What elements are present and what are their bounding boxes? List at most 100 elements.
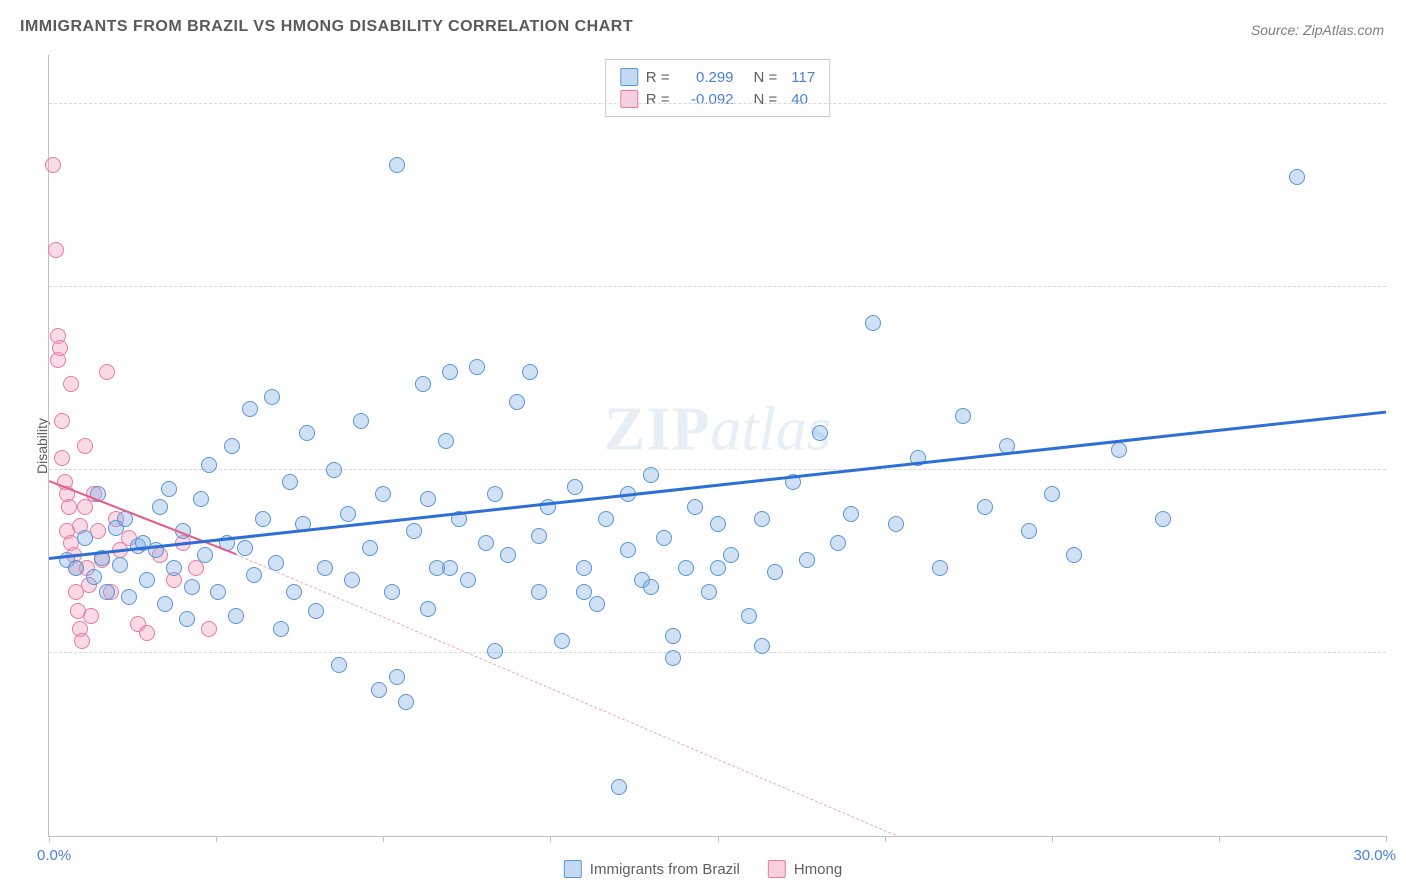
scatter-point	[812, 425, 828, 441]
scatter-point	[678, 560, 694, 576]
scatter-point	[286, 584, 302, 600]
scatter-point	[1021, 523, 1037, 539]
scatter-point	[201, 457, 217, 473]
scatter-point	[197, 547, 213, 563]
scatter-point	[460, 572, 476, 588]
x-origin-label: 0.0%	[37, 847, 71, 864]
scatter-point	[237, 540, 253, 556]
scatter-point	[723, 547, 739, 563]
scatter-point	[576, 584, 592, 600]
scatter-point	[701, 584, 717, 600]
scatter-point	[242, 401, 258, 417]
scatter-point	[282, 474, 298, 490]
scatter-point	[161, 481, 177, 497]
scatter-point	[246, 567, 262, 583]
scatter-point	[478, 535, 494, 551]
x-tick	[718, 836, 719, 842]
scatter-point	[389, 669, 405, 685]
legend-item-pink: Hmong	[768, 860, 842, 878]
scatter-point	[1155, 511, 1171, 527]
scatter-point	[353, 413, 369, 429]
scatter-point	[469, 359, 485, 375]
swatch-pink	[620, 90, 638, 108]
scatter-point	[121, 589, 137, 605]
chart-area: ZIPatlas R = 0.299 N = 117 R = -0.092 N …	[48, 55, 1386, 837]
scatter-point	[710, 516, 726, 532]
scatter-point	[384, 584, 400, 600]
scatter-point	[643, 467, 659, 483]
scatter-point	[522, 364, 538, 380]
scatter-point	[201, 621, 217, 637]
watermark-zip: ZIP	[604, 395, 710, 463]
legend-swatch-pink	[768, 860, 786, 878]
x-tick	[383, 836, 384, 842]
scatter-point	[531, 528, 547, 544]
scatter-point	[830, 535, 846, 551]
r-value-pink: -0.092	[678, 91, 734, 108]
scatter-point	[442, 560, 458, 576]
page-title: IMMIGRANTS FROM BRAZIL VS HMONG DISABILI…	[20, 18, 633, 36]
watermark: ZIPatlas	[604, 394, 831, 465]
scatter-point	[438, 433, 454, 449]
scatter-point	[340, 506, 356, 522]
source-label: Source: ZipAtlas.com	[1251, 22, 1384, 38]
scatter-point	[620, 542, 636, 558]
scatter-point	[1111, 442, 1127, 458]
scatter-point	[487, 486, 503, 502]
scatter-point	[767, 564, 783, 580]
scatter-point	[611, 779, 627, 795]
n-label-pink: N =	[754, 91, 778, 108]
n-value-pink: 40	[791, 91, 808, 108]
r-value-blue: 0.299	[678, 69, 734, 86]
scatter-point	[389, 157, 405, 173]
scatter-point	[977, 499, 993, 515]
scatter-point	[193, 491, 209, 507]
swatch-blue	[620, 68, 638, 86]
scatter-point	[665, 628, 681, 644]
stats-row-pink: R = -0.092 N = 40	[620, 88, 815, 110]
scatter-point	[77, 438, 93, 454]
scatter-point	[52, 340, 68, 356]
scatter-point	[77, 530, 93, 546]
gridline	[49, 103, 1386, 104]
scatter-point	[139, 572, 155, 588]
scatter-point	[179, 611, 195, 627]
scatter-point	[68, 560, 84, 576]
stats-legend-box: R = 0.299 N = 117 R = -0.092 N = 40	[605, 59, 830, 117]
scatter-point	[741, 608, 757, 624]
scatter-point	[331, 657, 347, 673]
scatter-point	[687, 499, 703, 515]
scatter-point	[1066, 547, 1082, 563]
x-tick	[216, 836, 217, 842]
scatter-point	[54, 450, 70, 466]
scatter-point	[299, 425, 315, 441]
x-tick	[885, 836, 886, 842]
scatter-point	[375, 486, 391, 502]
scatter-point	[1044, 486, 1060, 502]
scatter-point	[362, 540, 378, 556]
n-value-blue: 117	[791, 69, 815, 86]
scatter-point	[598, 511, 614, 527]
scatter-point	[415, 376, 431, 392]
x-tick	[1219, 836, 1220, 842]
scatter-point	[799, 552, 815, 568]
scatter-point	[317, 560, 333, 576]
scatter-point	[509, 394, 525, 410]
scatter-point	[139, 625, 155, 641]
legend-swatch-blue	[564, 860, 582, 878]
scatter-point	[567, 479, 583, 495]
x-max-label: 30.0%	[1353, 847, 1396, 864]
scatter-point	[157, 596, 173, 612]
scatter-point	[710, 560, 726, 576]
scatter-point	[576, 560, 592, 576]
scatter-point	[86, 569, 102, 585]
scatter-point	[398, 694, 414, 710]
scatter-point	[656, 530, 672, 546]
scatter-point	[487, 643, 503, 659]
gridline	[49, 652, 1386, 653]
scatter-point	[589, 596, 605, 612]
scatter-point	[344, 572, 360, 588]
scatter-point	[54, 413, 70, 429]
scatter-point	[273, 621, 289, 637]
scatter-point	[166, 560, 182, 576]
